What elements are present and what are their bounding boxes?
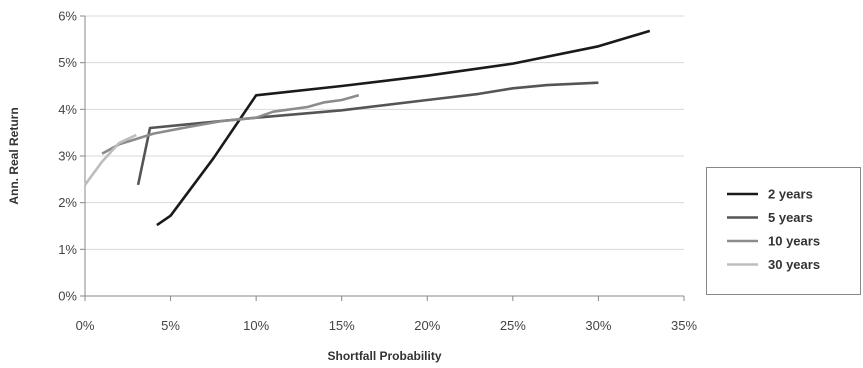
x-tick-label: 15% xyxy=(329,318,355,333)
y-tick-label: 2% xyxy=(58,195,77,210)
series-line-3 xyxy=(101,94,360,155)
y-tick-label: 0% xyxy=(58,289,77,304)
series-layer xyxy=(83,29,651,227)
legend-box xyxy=(706,167,861,295)
series-line-1 xyxy=(156,29,651,227)
legend-label: 5 years xyxy=(768,210,813,225)
x-tick-label: 30% xyxy=(585,318,611,333)
y-tick-label: 5% xyxy=(58,55,77,70)
x-tick-label: 20% xyxy=(414,318,440,333)
legend-label: 30 years xyxy=(768,257,820,272)
x-axis-title: Shortfall Probability xyxy=(327,349,441,363)
legend-label: 10 years xyxy=(768,234,820,249)
x-tick-label: 10% xyxy=(243,318,269,333)
x-tick-label: 0% xyxy=(76,318,95,333)
x-tick-label: 35% xyxy=(671,318,697,333)
x-axis-ticks: 0% 5% 10% 15% 20% 25% 30% 35% xyxy=(76,296,697,333)
y-tick-label: 1% xyxy=(58,242,77,257)
series-line-4 xyxy=(83,133,137,186)
legend-label: 2 years xyxy=(768,187,813,202)
series-line-2 xyxy=(136,81,599,186)
x-tick-label: 5% xyxy=(161,318,180,333)
y-axis-title: Ann. Real Return xyxy=(7,107,21,204)
x-tick-label: 25% xyxy=(500,318,526,333)
y-axis-ticks: 0% 1% 2% 3% 4% 5% 6% xyxy=(58,9,85,304)
y-tick-label: 3% xyxy=(58,149,77,164)
legend: 2 years 5 years 10 years 30 years xyxy=(706,167,861,295)
grid-lines xyxy=(85,15,684,250)
y-tick-label: 6% xyxy=(58,9,77,24)
y-tick-label: 4% xyxy=(58,102,77,117)
